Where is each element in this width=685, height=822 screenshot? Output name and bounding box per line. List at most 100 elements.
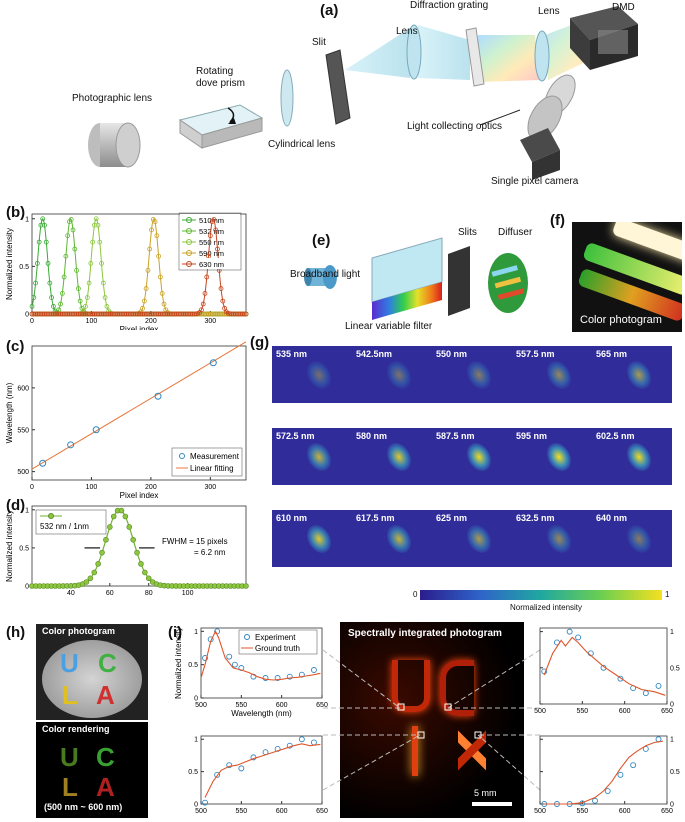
y-tick-label: 0.5 (670, 665, 680, 672)
plot-frame (31, 505, 247, 587)
legend-bg (180, 225, 240, 236)
legend-label: Measurement (190, 452, 240, 461)
ground-truth-line (204, 743, 321, 798)
data-point (140, 305, 145, 311)
y-tick-label: 0 (670, 702, 674, 709)
y-tick-label: 0 (194, 802, 198, 809)
data-point (52, 311, 58, 317)
colorbar-max-label: 1 (665, 590, 670, 599)
spectrally-integrated-photogram: Spectrally integrated photogram 5 mm (340, 622, 524, 818)
spectral-tile: 587.5 nm (432, 428, 512, 485)
label-single-pixel-camera: Single pixel camera (491, 176, 579, 187)
data-point (100, 280, 106, 286)
ground-truth-line (200, 630, 321, 681)
i-center-title: Spectrally integrated photogram (348, 628, 502, 639)
data-point (104, 311, 110, 317)
data-point (152, 311, 158, 317)
panel-label-c: (c) (6, 338, 25, 355)
data-point (240, 311, 245, 317)
experiment-point (617, 675, 624, 682)
data-point (33, 311, 38, 317)
intensity-spot (301, 520, 337, 558)
data-point (84, 295, 90, 300)
y-tick-label: 0.5 (19, 545, 29, 552)
data-point (145, 311, 151, 317)
data-point (215, 311, 220, 317)
panel-label-g: (g) (250, 334, 270, 351)
color-rendering-image-h: Color rendering U C L A (500 nm ~ 600 nm… (36, 722, 148, 818)
data-point (138, 561, 144, 567)
data-point (149, 311, 154, 317)
data-point (97, 311, 103, 317)
fwhm-annotation: = 6.2 nm (194, 548, 226, 557)
chart-i-bottom-left: 500 550 600 650 0 0.5 1 (188, 735, 328, 815)
panel-label-e: (e) (312, 232, 331, 249)
label-photographic-lens: Photographic lens (72, 93, 153, 104)
data-point (83, 311, 88, 317)
y-tick-label: 0.5 (670, 769, 680, 776)
data-point (175, 311, 181, 317)
legend-label: Experiment (255, 633, 296, 642)
render-letter-u: U (60, 742, 79, 772)
x-tick-label: 100 (182, 590, 194, 597)
legend-box (178, 212, 242, 271)
data-point (126, 524, 133, 530)
data-point (109, 311, 115, 317)
y-tick-label: 1 (25, 216, 29, 223)
data-point (122, 311, 128, 317)
data-point (29, 304, 35, 309)
data-point (130, 536, 136, 543)
y-tick-label: 1 (194, 629, 198, 636)
y-tick-label: 0 (25, 584, 29, 591)
data-point (29, 311, 35, 317)
spectral-tile: 542.5nm (352, 346, 432, 403)
data-point (91, 569, 98, 576)
spectral-tile: 625 nm (432, 510, 512, 567)
x-tick-label: 100 (86, 484, 98, 491)
data-point (65, 233, 71, 239)
spectral-tile-label: 535 nm (276, 349, 308, 359)
y-tick-label: 1 (670, 737, 674, 744)
spectral-tile-label: 572.5 nm (276, 431, 315, 441)
measurement-point (39, 459, 47, 467)
legend-bg (180, 247, 240, 258)
x-tick-label: 500 (195, 808, 207, 815)
y-tick-label: 0.5 (19, 264, 29, 271)
experiment-point (642, 690, 649, 697)
spectral-tile: 640 nm (592, 510, 672, 567)
data-point (83, 304, 88, 309)
data-point (33, 280, 38, 286)
data-point (99, 549, 105, 556)
measurement-point (209, 359, 217, 367)
y-tick-label: 0 (25, 312, 29, 319)
photographic-lens-shape (88, 122, 141, 168)
data-point (142, 569, 148, 576)
x-tick-label: 650 (661, 708, 673, 715)
data-point (174, 311, 179, 317)
data-point (75, 311, 81, 317)
intensity-spot (381, 438, 417, 476)
label-cylindrical-lens: Cylindrical lens (268, 139, 336, 150)
spectral-tile-label: 587.5 nm (436, 431, 475, 441)
label-lens-2: Lens (538, 6, 560, 17)
x-tick-label: 650 (316, 808, 328, 815)
data-point (43, 239, 49, 245)
data-point (179, 311, 185, 317)
spectral-tile-label: 617.5 nm (356, 513, 395, 523)
data-point (67, 311, 72, 317)
data-point (134, 311, 140, 317)
intensity-spot (461, 356, 497, 394)
data-point (182, 311, 188, 317)
data-point (181, 311, 186, 317)
render-letter-c: C (96, 742, 115, 772)
legend-box (171, 447, 243, 477)
experiment-point (630, 762, 637, 769)
data-point (165, 311, 170, 317)
plot-frame (31, 345, 247, 481)
legend-marker (244, 634, 250, 640)
data-point (211, 311, 217, 317)
data-point (206, 311, 211, 317)
intensity-spot (461, 438, 497, 476)
data-point (220, 298, 226, 304)
